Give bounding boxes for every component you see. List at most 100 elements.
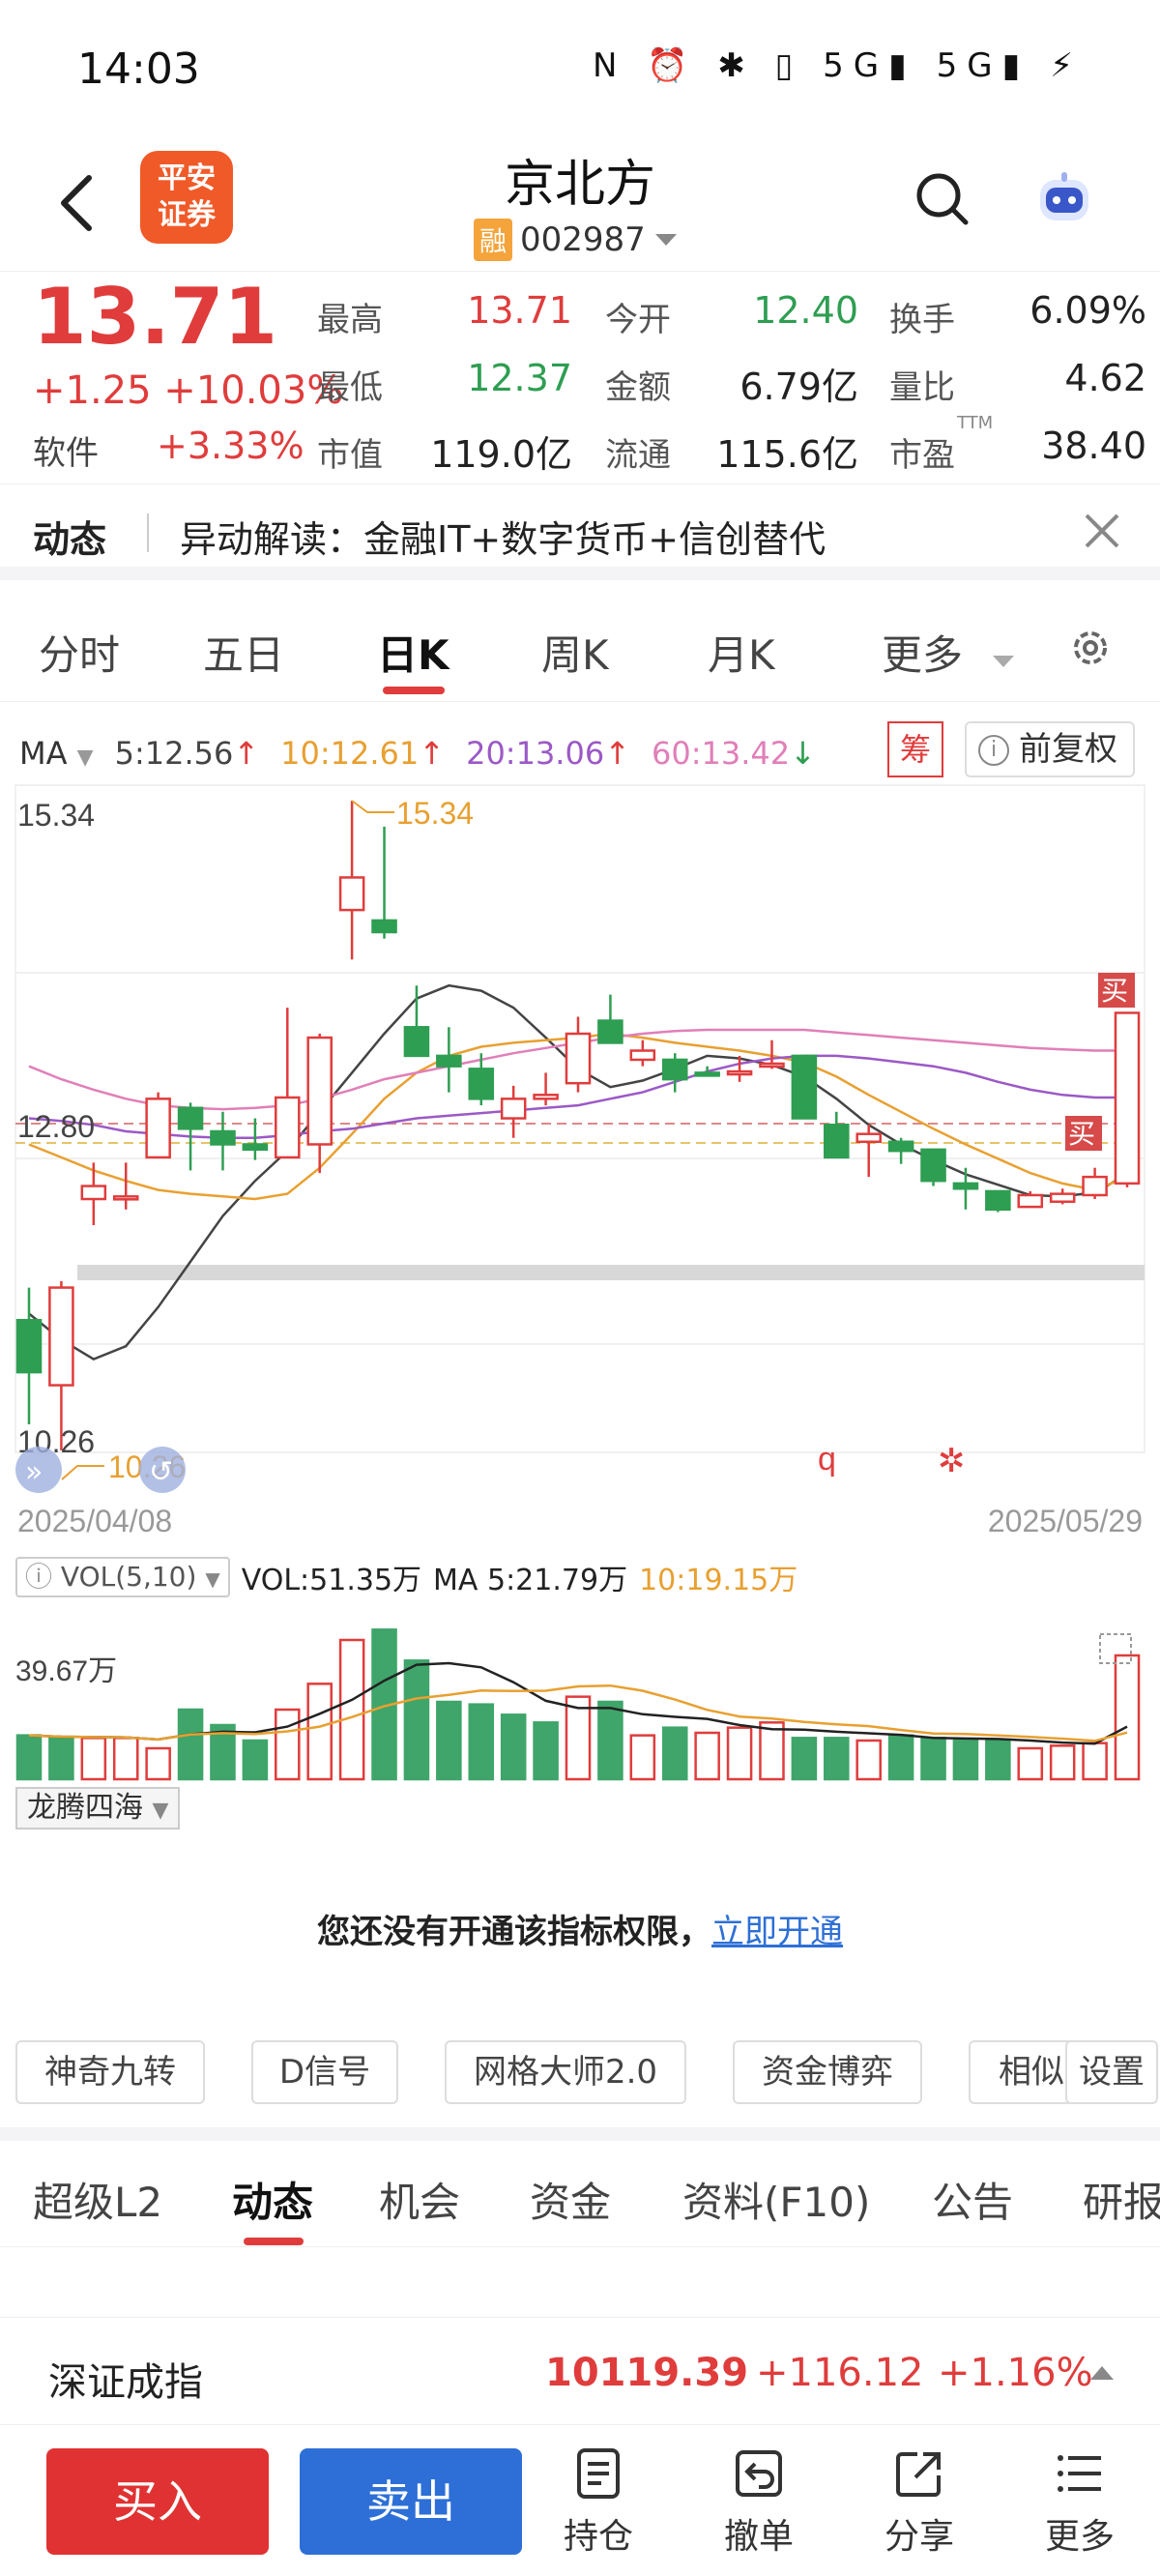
price-adjust-button[interactable]: i 前复权 [965,721,1135,777]
chip-fund-game[interactable]: 资金博弈 [733,2040,922,2104]
chip-distribution-button[interactable]: 筹 [887,721,943,777]
volume-bar [500,1713,527,1781]
high-annotation: 15.34 [396,796,474,831]
tab-super-l2[interactable]: 超级L2 [33,2179,163,2226]
candle [565,1016,592,1093]
ma-selector[interactable]: MA ▼ [19,735,94,772]
volume-bar [177,1708,204,1781]
position-button[interactable]: 持仓 [545,2446,652,2562]
replay-icon[interactable] [139,1447,186,1493]
volume-chart[interactable]: 39.67万 [0,1601,1160,1785]
buy-signal-marker-2[interactable] [1065,1116,1102,1151]
indicator-selector[interactable]: 龙腾四海 ▼ [15,1787,181,1830]
volume-bar [824,1737,850,1781]
tab-funds[interactable]: 资金 [530,2179,612,2226]
candle-body [112,1195,139,1201]
candle [856,1125,882,1178]
chevron-down-icon: ▼ [205,1567,220,1591]
buy-signal-marker[interactable] [1098,973,1135,1008]
candle-body [887,1140,914,1153]
volume-bar [48,1737,74,1781]
volume-bar [1114,1654,1141,1781]
tab-five-day[interactable]: 五日 [203,631,285,679]
volume-bar [759,1721,785,1781]
search-icon[interactable] [914,170,972,228]
chip-magic-nine[interactable]: 神奇九转 [15,2040,205,2104]
volume-bar [1017,1746,1044,1781]
sell-button[interactable]: 卖出 [300,2448,522,2555]
buy-button[interactable]: 买入 [46,2448,269,2555]
gear-icon[interactable] [1067,625,1114,671]
volume-ma10-line [28,1683,1128,1742]
volume-bar [791,1737,818,1781]
cancel-order-button[interactable]: 撤单 [706,2446,812,2562]
buy-signal-label-2: 买 [1068,1118,1095,1150]
stock-code-selector[interactable]: 融 002987 [474,219,679,261]
stat-label-open: 今开 [605,301,671,339]
candle [661,1053,688,1093]
volume-bar [15,1734,43,1781]
news-text[interactable]: 异动解读：金融IT+数字货币+信创替代 [180,518,826,561]
gap-band [77,1265,1145,1280]
index-percent: +1.16% [938,2351,1093,2395]
index-ticker[interactable]: 深证成指 10119.39 +116.12 +1.16% [0,2317,1160,2425]
back-arrow-icon[interactable] [48,164,106,242]
more-button[interactable]: 更多 [1027,2446,1133,2562]
chevron-up-icon[interactable] [1090,2366,1114,2380]
tab-weekly-k[interactable]: 周K [541,631,609,679]
section-divider [0,2127,1160,2141]
share-icon [896,2452,941,2497]
candle-body [15,1318,43,1374]
share-button[interactable]: 分享 [866,2446,972,2562]
broker-logo-text: 平安 证券 [158,161,216,232]
ai-assistant-icon[interactable] [1032,170,1096,228]
candle [275,1008,301,1159]
candle [629,1039,656,1067]
stat-value-high: 13.71 [467,289,572,332]
period-tabs: 分时 五日 日K 周K 月K 更多 [0,594,1160,702]
stat-value-turnover: 6.09% [1030,289,1146,332]
candle [48,1280,74,1450]
candle [403,985,430,1058]
volume-bar [242,1739,269,1781]
candle-body [80,1185,107,1201]
candle [500,1085,527,1138]
event-marker-q[interactable]: q [818,1441,836,1478]
sector-name[interactable]: 软件 [33,434,99,473]
candle [338,801,365,960]
news-strip[interactable]: 动态 异动解读：金融IT+数字货币+信创替代 [0,483,1160,580]
chip-d-signal[interactable]: D信号 [251,2040,398,2104]
tab-f10[interactable]: 资料(F10) [682,2179,871,2226]
fast-forward-icon[interactable] [15,1447,62,1493]
tab-research[interactable]: 研报 [1083,2179,1160,2226]
tab-more[interactable]: 更多 [882,623,1016,682]
status-icons: N ⏰ ✱ ▯ 5G▮ 5G▮ ⚡ [592,46,1083,85]
candle-body [661,1058,688,1081]
ma-legend: MA ▼ 5:12.56↑ 10:12.61↑ 20:13.06↑ 60:13.… [19,729,816,777]
tab-monthly-k[interactable]: 月K [708,631,775,679]
sector-change: +3.33% [157,424,304,467]
price-change: +1.25 +10.03% [33,368,343,413]
candle [112,1162,139,1210]
volume-indicator-selector[interactable]: ⓘ VOL(5,10) ▼ [15,1557,230,1597]
tab-dynamics[interactable]: 动态 [232,2179,314,2226]
close-icon[interactable] [1083,512,1121,550]
event-marker-star-icon[interactable]: ✲ [938,1442,966,1480]
tab-announcements[interactable]: 公告 [932,2179,1014,2226]
volume-bar [436,1700,462,1781]
tab-daily-k[interactable]: 日K [377,631,450,679]
tab-intraday[interactable]: 分时 [39,631,121,679]
tab-opportunity[interactable]: 机会 [379,2179,461,2226]
chip-grid-master[interactable]: 网格大师2.0 [445,2040,686,2104]
candle [242,1118,269,1160]
index-name: 深证成指 [48,2360,203,2405]
candle-body [952,1182,979,1190]
stat-pe-sup: TTM [957,413,994,433]
chip-settings[interactable]: 设置 [1065,2040,1158,2104]
activate-link[interactable]: 立即开通 [711,1913,843,1951]
candle-body [275,1096,301,1159]
tab-more-label: 更多 [882,631,964,679]
broker-logo[interactable]: 平安 证券 [140,151,233,244]
status-time: 14:03 [77,44,200,94]
kline-chart[interactable]: 15.34 12.80 10.26 15.34 10.26 » ↺ q ✲ 买 … [0,783,1160,1557]
